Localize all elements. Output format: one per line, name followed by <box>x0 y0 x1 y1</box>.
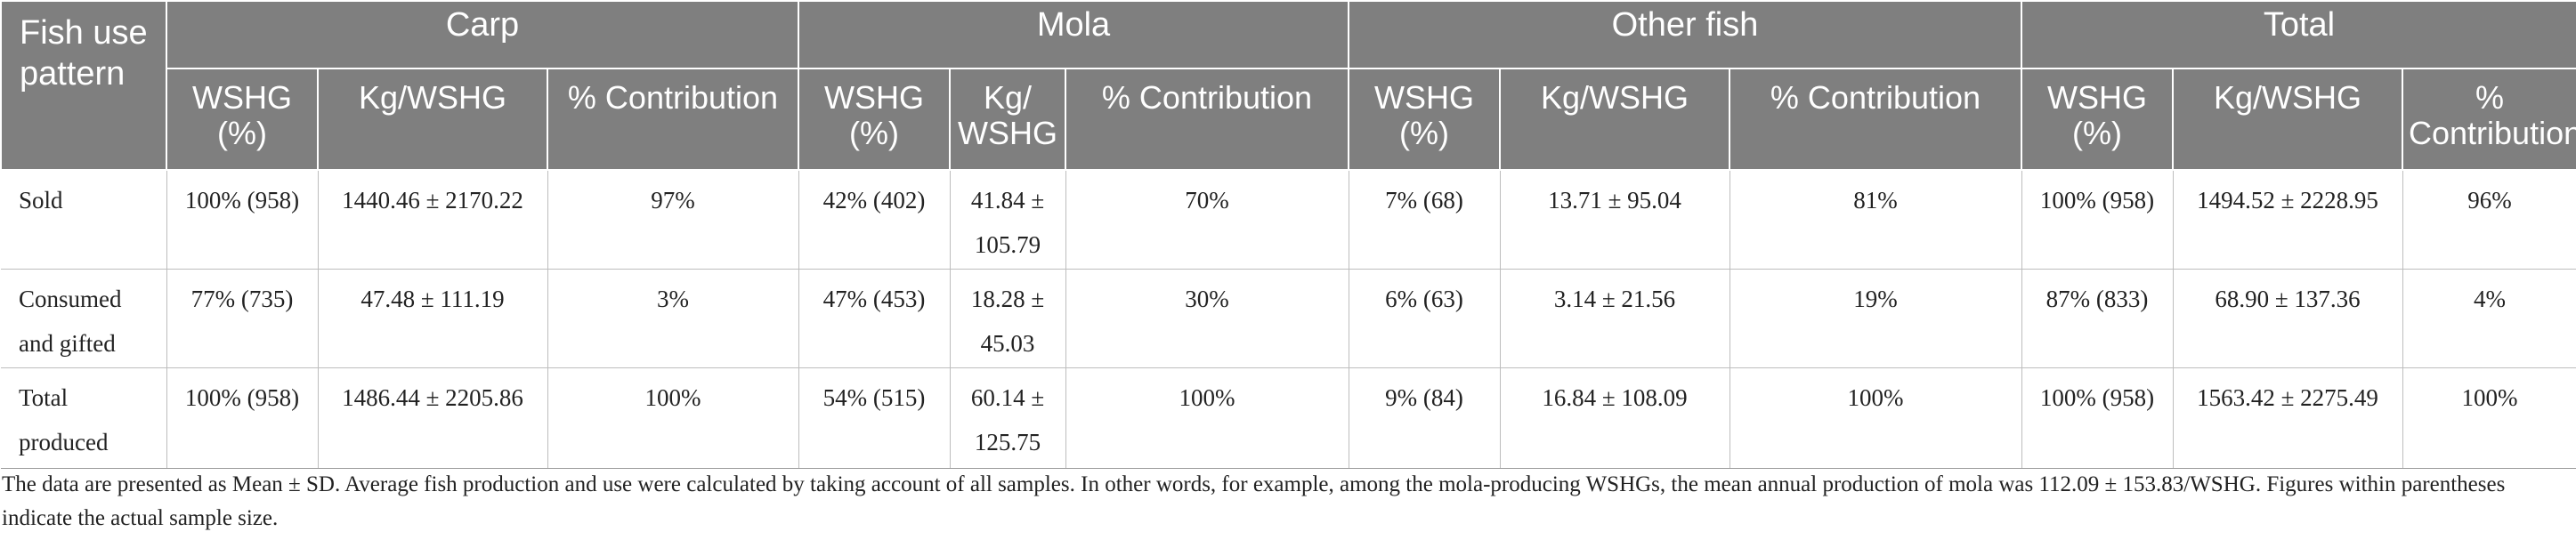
table-cell: 100% <box>2402 367 2576 469</box>
sub-header: % Contribution <box>2401 68 2576 171</box>
table-cell: 47% (453) <box>798 269 951 368</box>
table-row: Total produced 100% (958) 1486.44 ± 2205… <box>1 367 2576 469</box>
table-cell: 1440.46 ± 2170.22 <box>318 169 548 270</box>
group-header-total: Total <box>2020 0 2576 69</box>
table-cell: 3.14 ± 21.56 <box>1500 269 1730 368</box>
sub-header: % Contribution <box>547 68 799 171</box>
table-cell: 42% (402) <box>798 169 951 270</box>
sub-header: WSHG (%) <box>2021 68 2174 171</box>
sub-header: Kg/ WSHG <box>949 68 1066 171</box>
table-cell: 60.14 ± 125.75 <box>950 367 1066 469</box>
table-cell: 18.28 ± 45.03 <box>950 269 1066 368</box>
table-cell: 68.90 ± 137.36 <box>2173 269 2403 368</box>
table-cell: 100% (958) <box>166 367 319 469</box>
sub-header: Kg/WSHG <box>317 68 548 171</box>
table-footnote: The data are presented as Mean ± SD. Ave… <box>2 472 2506 530</box>
table-cell: 1494.52 ± 2228.95 <box>2173 169 2403 270</box>
sub-header: Kg/WSHG <box>1499 68 1730 171</box>
table-cell: 16.84 ± 108.09 <box>1500 367 1730 469</box>
table-cell: 9% (84) <box>1349 367 1501 469</box>
sub-header: % Contribution <box>1065 68 1349 171</box>
table-cell: 96% <box>2402 169 2576 270</box>
table-cell: 6% (63) <box>1349 269 1501 368</box>
table-cell: 87% (833) <box>2021 269 2174 368</box>
table-cell: 100% (958) <box>2021 367 2174 469</box>
group-header-carp: Carp <box>166 0 799 69</box>
fish-use-table: Fish use pattern Carp Mola Other fish To… <box>0 0 2576 469</box>
sub-header-row: WSHG (%) Kg/WSHG % Contribution WSHG (%)… <box>1 68 2576 171</box>
table-cell: 7% (68) <box>1349 169 1501 270</box>
table-cell: 41.84 ± 105.79 <box>950 169 1066 270</box>
table-cell: 100% <box>547 367 799 469</box>
row-label-total-produced: Total produced <box>1 367 167 469</box>
sub-header: WSHG (%) <box>1348 68 1501 171</box>
table-cell: 1563.42 ± 2275.49 <box>2173 367 2403 469</box>
table-cell: 100% (958) <box>166 169 319 270</box>
row-label-sold: Sold <box>1 169 167 270</box>
table-cell: 70% <box>1065 169 1349 270</box>
table-cell: 54% (515) <box>798 367 951 469</box>
row-label-consumed-and-gifted: Consumed and gifted <box>1 269 167 368</box>
sub-header: WSHG (%) <box>166 68 319 171</box>
group-header-other-fish: Other fish <box>1348 0 2022 69</box>
table-cell: 100% (958) <box>2021 169 2174 270</box>
table-cell: 30% <box>1065 269 1349 368</box>
table-cell: 100% <box>1065 367 1349 469</box>
table-cell: 77% (735) <box>166 269 319 368</box>
table-cell: 1486.44 ± 2205.86 <box>318 367 548 469</box>
table-cell: 97% <box>547 169 799 270</box>
sub-header: WSHG (%) <box>798 68 951 171</box>
table-cell: 19% <box>1729 269 2022 368</box>
table-cell: 4% <box>2402 269 2576 368</box>
sub-header: % Contribution <box>1729 68 2022 171</box>
table-cell: 81% <box>1729 169 2022 270</box>
corner-header: Fish use pattern <box>0 0 167 171</box>
table-cell: 100% <box>1729 367 2022 469</box>
table-cell: 13.71 ± 95.04 <box>1500 169 1730 270</box>
table-cell: 47.48 ± 111.19 <box>318 269 548 368</box>
group-header-row: Fish use pattern Carp Mola Other fish To… <box>0 0 2576 171</box>
group-header-mola: Mola <box>798 0 1349 69</box>
table-row: Consumed and gifted 77% (735) 47.48 ± 11… <box>1 269 2576 368</box>
table-row: Sold 100% (958) 1440.46 ± 2170.22 97% 42… <box>1 169 2576 270</box>
sub-header: Kg/WSHG <box>2172 68 2403 171</box>
table-cell: 3% <box>547 269 799 368</box>
